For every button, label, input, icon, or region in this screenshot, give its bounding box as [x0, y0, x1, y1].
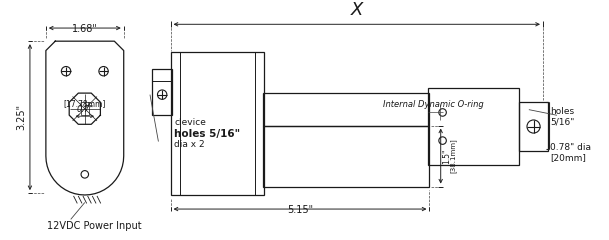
- Text: 1.68": 1.68": [72, 24, 97, 34]
- Text: Internal Dynamic O-ring: Internal Dynamic O-ring: [384, 100, 484, 108]
- Text: 1.5": 1.5": [443, 148, 452, 164]
- Text: 0.78" dia: 0.78" dia: [551, 144, 591, 152]
- Text: 0.7": 0.7": [76, 105, 93, 114]
- Text: clevice: clevice: [174, 118, 206, 127]
- Bar: [262, 93, 429, 126]
- Text: X: X: [351, 1, 363, 19]
- Bar: [519, 102, 547, 151]
- Text: [17.78mm]: [17.78mm]: [63, 99, 106, 108]
- Bar: [262, 126, 429, 186]
- Text: [38.1mm]: [38.1mm]: [449, 139, 456, 174]
- Bar: [81, 102, 88, 115]
- Bar: [152, 69, 172, 115]
- Text: dia x 2: dia x 2: [174, 140, 205, 149]
- Text: 12VDC Power Input: 12VDC Power Input: [48, 221, 142, 231]
- Bar: [428, 88, 519, 165]
- Bar: [171, 52, 264, 195]
- Text: holes
5/16": holes 5/16": [551, 107, 575, 126]
- Text: 5.15": 5.15": [287, 205, 313, 215]
- Text: [20mm]: [20mm]: [551, 153, 586, 162]
- Text: 3.25": 3.25": [16, 104, 26, 130]
- Text: holes 5/16": holes 5/16": [174, 129, 241, 139]
